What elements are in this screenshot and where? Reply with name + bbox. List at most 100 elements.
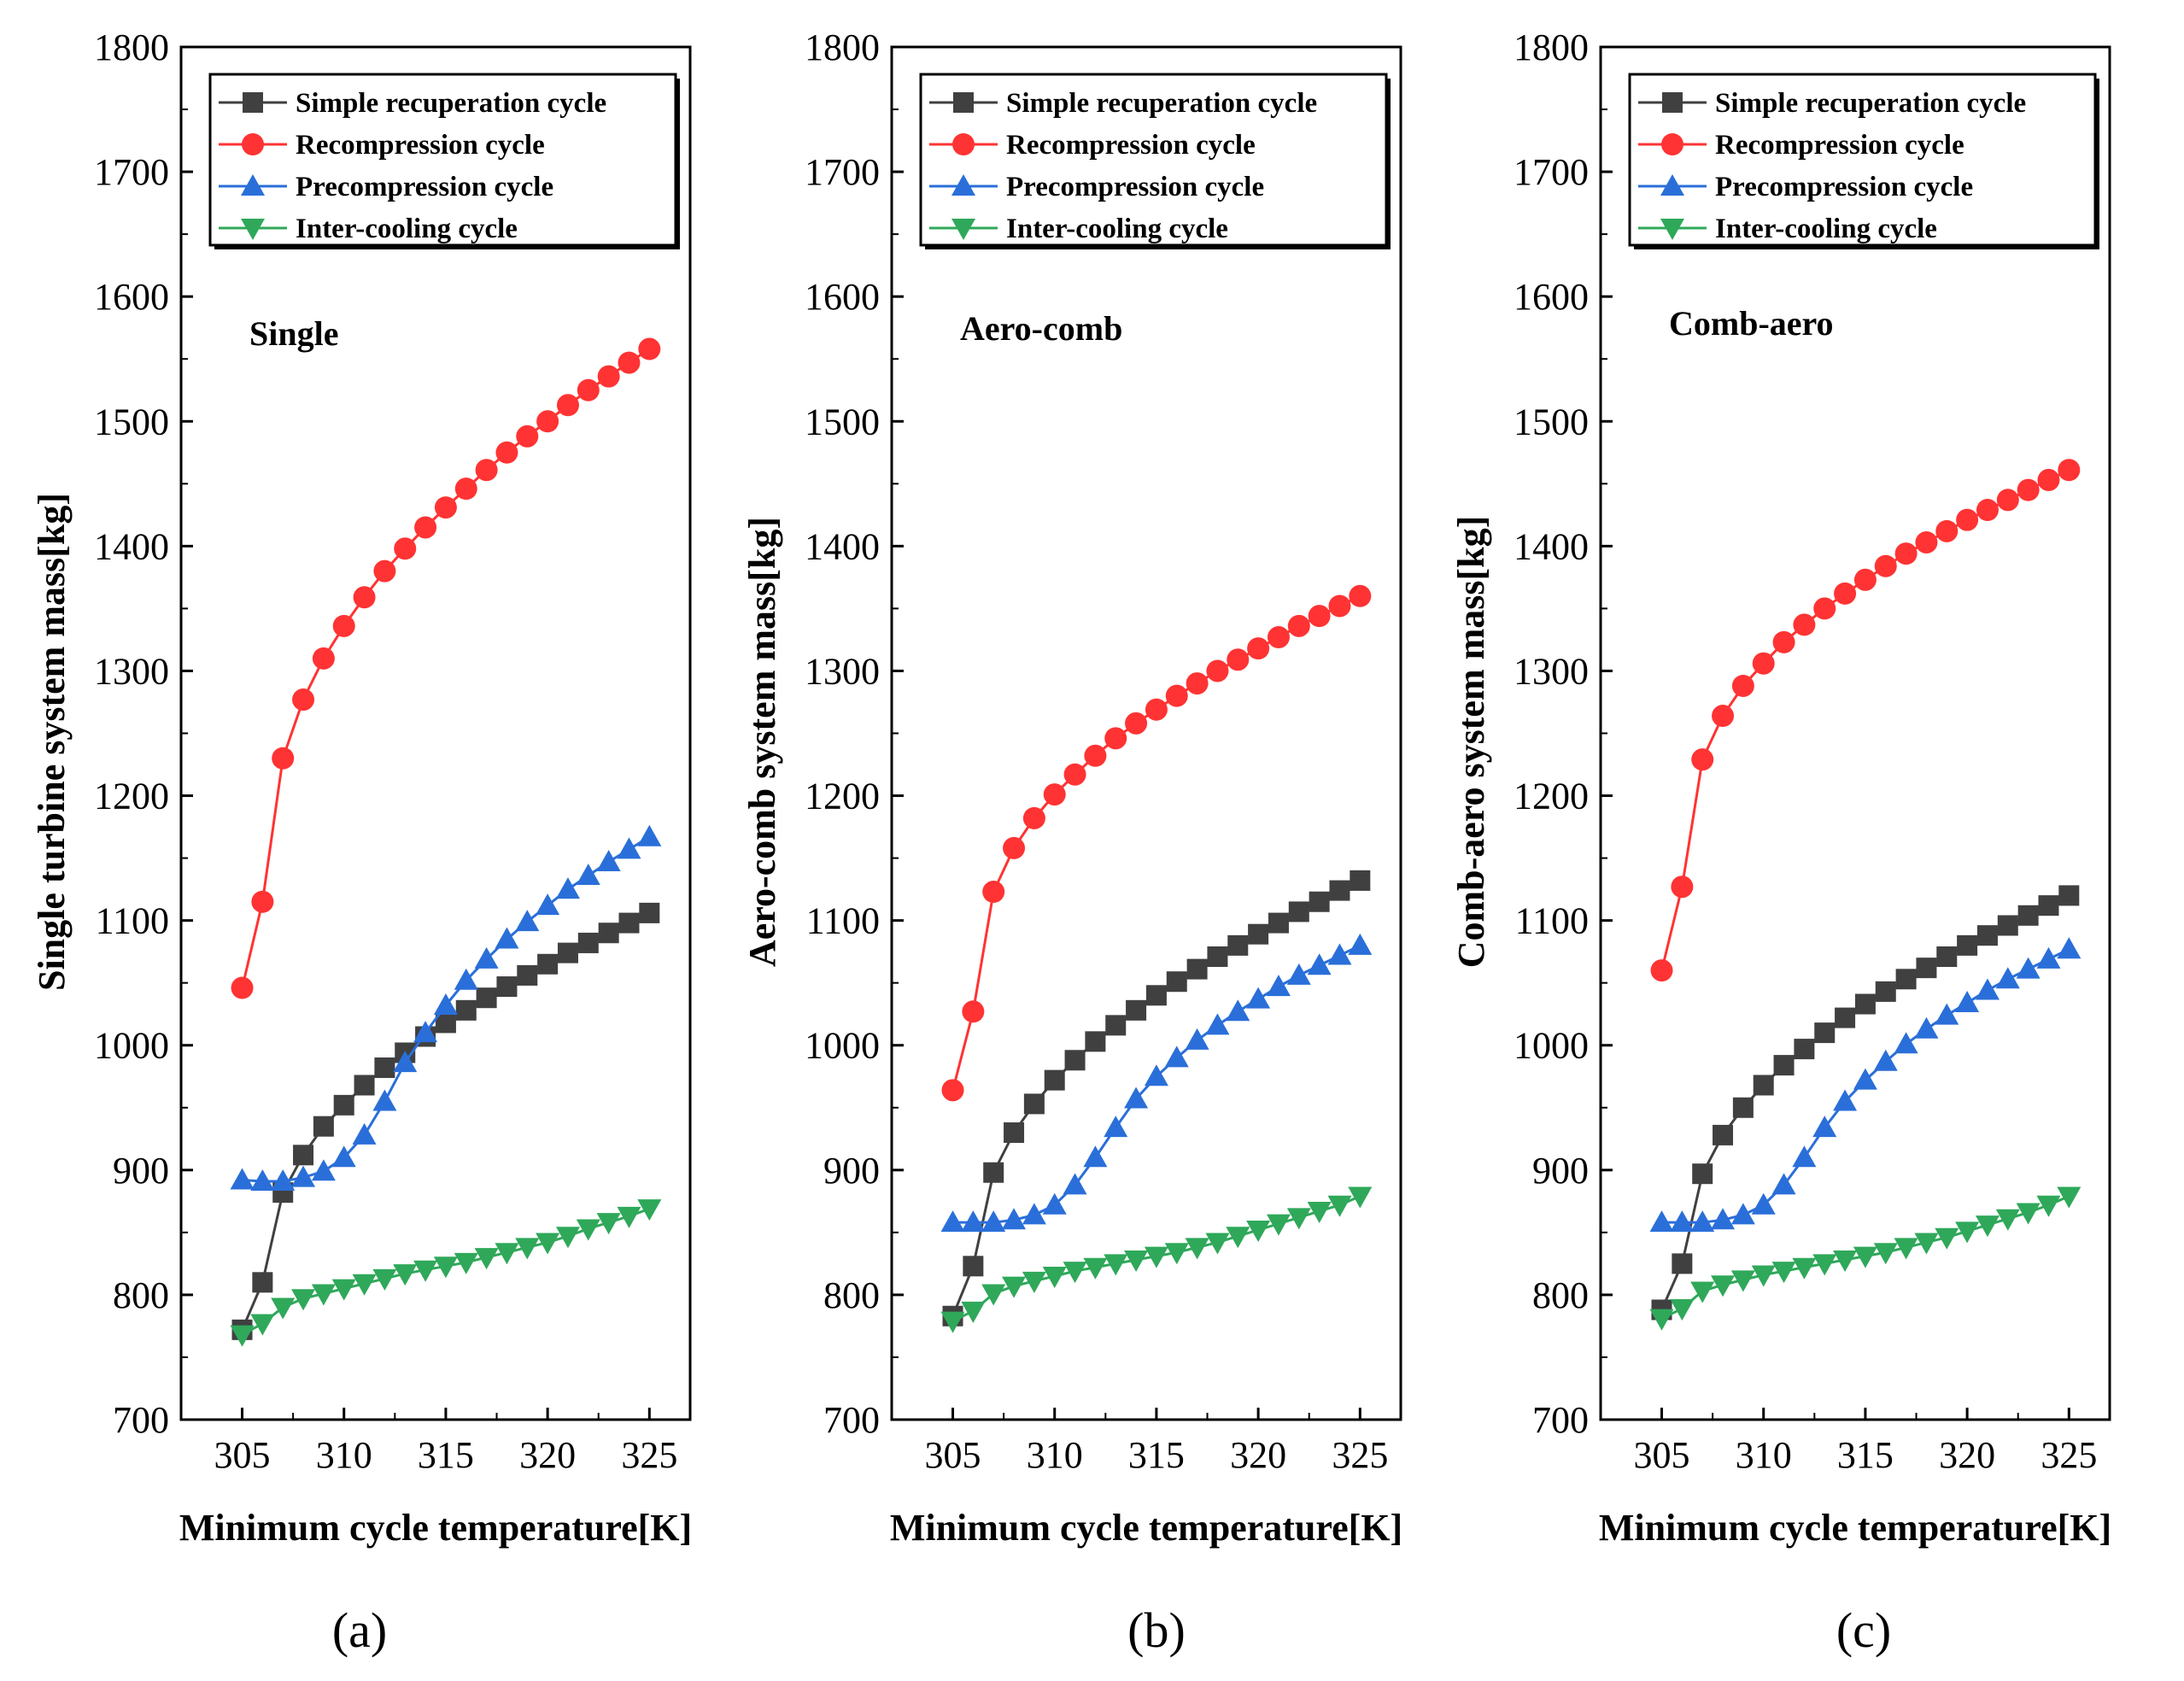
data-point [1976, 925, 1998, 946]
chart-panel-1: 700 800 900 1000 1100 1200 1300 1400 1500 1600 170… [31, 26, 692, 1658]
data-point [517, 964, 538, 986]
data-point [311, 1284, 336, 1306]
data-point [1104, 727, 1127, 750]
panel-caption: (b) [1127, 1602, 1186, 1658]
data-point [1671, 876, 1694, 899]
data-point [1144, 1064, 1168, 1086]
legend-entry: Inter-cooling cycle [1715, 214, 1937, 244]
legend-box [1628, 73, 2097, 247]
y-tick-label: 1200 [94, 776, 169, 817]
data-point [250, 1314, 275, 1336]
legend-entry: Precompression cycle [1715, 172, 1973, 202]
y-tick-label: 800 [823, 1274, 880, 1316]
data-point [1915, 530, 1938, 554]
data-point [1753, 1075, 1774, 1096]
data-point [2037, 468, 2060, 491]
data-point [1226, 999, 1250, 1022]
x-tick-label: 305 [214, 1434, 271, 1476]
data-point [1268, 912, 1289, 934]
x-tick-label: 320 [519, 1434, 576, 1476]
data-point [1833, 1250, 1858, 1273]
data-point [1207, 946, 1228, 968]
data-point [1751, 1192, 1776, 1215]
data-point [454, 477, 477, 501]
data-point [1124, 1250, 1149, 1273]
data-point [352, 1274, 377, 1296]
data-point [1205, 1233, 1230, 1255]
legend-entry: Precompression cycle [1006, 172, 1264, 202]
data-point [353, 586, 376, 609]
y-tick-label: 1100 [806, 900, 880, 942]
data-point [1348, 1186, 1373, 1209]
data-point [1812, 1254, 1837, 1276]
data-point [1955, 1221, 1980, 1244]
y-tick-label: 700 [823, 1399, 880, 1441]
data-point [1063, 763, 1086, 786]
data-point [617, 1206, 641, 1228]
panel-caption: (c) [1836, 1602, 1891, 1658]
data-point [1002, 1276, 1027, 1298]
data-point [413, 1260, 438, 1282]
y-tick-label: 1800 [94, 26, 169, 68]
data-point [1691, 748, 1714, 771]
data-point [1104, 1116, 1128, 1138]
chart-panel-3: 700 800 900 1000 1100 1200 1300 1400 1500 1600 170… [1450, 26, 2111, 1658]
panel-label: Comb-aero [1669, 304, 1834, 343]
data-point [537, 953, 559, 975]
data-point [1771, 1262, 1796, 1284]
data-point [1022, 1203, 1046, 1225]
data-point [1650, 959, 1673, 982]
data-point [272, 747, 295, 770]
x-tick-label: 310 [1736, 1434, 1792, 1476]
data-point [331, 1145, 356, 1168]
legend-box [919, 73, 1388, 247]
data-point [1307, 953, 1332, 975]
legend-entry: Simple recuperation cycle [1006, 88, 1317, 119]
data-point [1267, 626, 1290, 649]
data-point [1690, 1210, 1715, 1233]
data-point [555, 1227, 580, 1249]
data-point [1935, 1003, 1959, 1025]
data-point [639, 902, 660, 923]
data-point [556, 394, 579, 417]
y-tick-label: 1700 [1514, 151, 1589, 193]
data-point [1286, 1208, 1311, 1230]
data-point [2057, 1186, 2082, 1209]
y-tick-label: 1100 [1515, 900, 1589, 942]
data-point [293, 1145, 314, 1166]
y-tick-label: 1200 [1514, 776, 1589, 817]
data-point [618, 912, 640, 934]
data-point [1205, 1013, 1230, 1035]
y-axis-title: Single turbine system mass[kg] [31, 493, 73, 991]
y-tick-label: 1000 [805, 1025, 880, 1067]
data-point [1752, 652, 1775, 675]
data-point [1083, 1257, 1108, 1280]
x-axis-title: Minimum cycle temperature[K] [1599, 1507, 2111, 1549]
data-point [474, 946, 499, 969]
data-point [1853, 1068, 1877, 1090]
data-point [516, 425, 539, 448]
data-point [1126, 999, 1147, 1021]
data-point [1955, 991, 1980, 1013]
data-point [413, 1021, 438, 1043]
y-tick-label: 1600 [805, 276, 880, 318]
x-tick-label: 325 [1332, 1434, 1388, 1476]
data-point [940, 1210, 965, 1233]
legend-marker [241, 219, 265, 240]
legend-marker [1661, 133, 1683, 155]
data-point [1975, 978, 2000, 1000]
data-point [1711, 1208, 1736, 1230]
y-tick-label: 1300 [1514, 650, 1589, 692]
data-point [271, 1168, 296, 1191]
panel-label: Aero-comb [960, 309, 1122, 348]
y-tick-label: 1500 [805, 401, 880, 442]
data-point [495, 1243, 519, 1265]
data-point [1730, 1203, 1755, 1225]
data-point [1792, 1257, 1817, 1280]
data-point [1186, 958, 1208, 980]
data-point [454, 968, 478, 990]
data-point [1144, 1246, 1168, 1268]
data-point [1916, 958, 1937, 979]
data-point [2017, 478, 2040, 501]
data-point [1266, 1214, 1291, 1236]
